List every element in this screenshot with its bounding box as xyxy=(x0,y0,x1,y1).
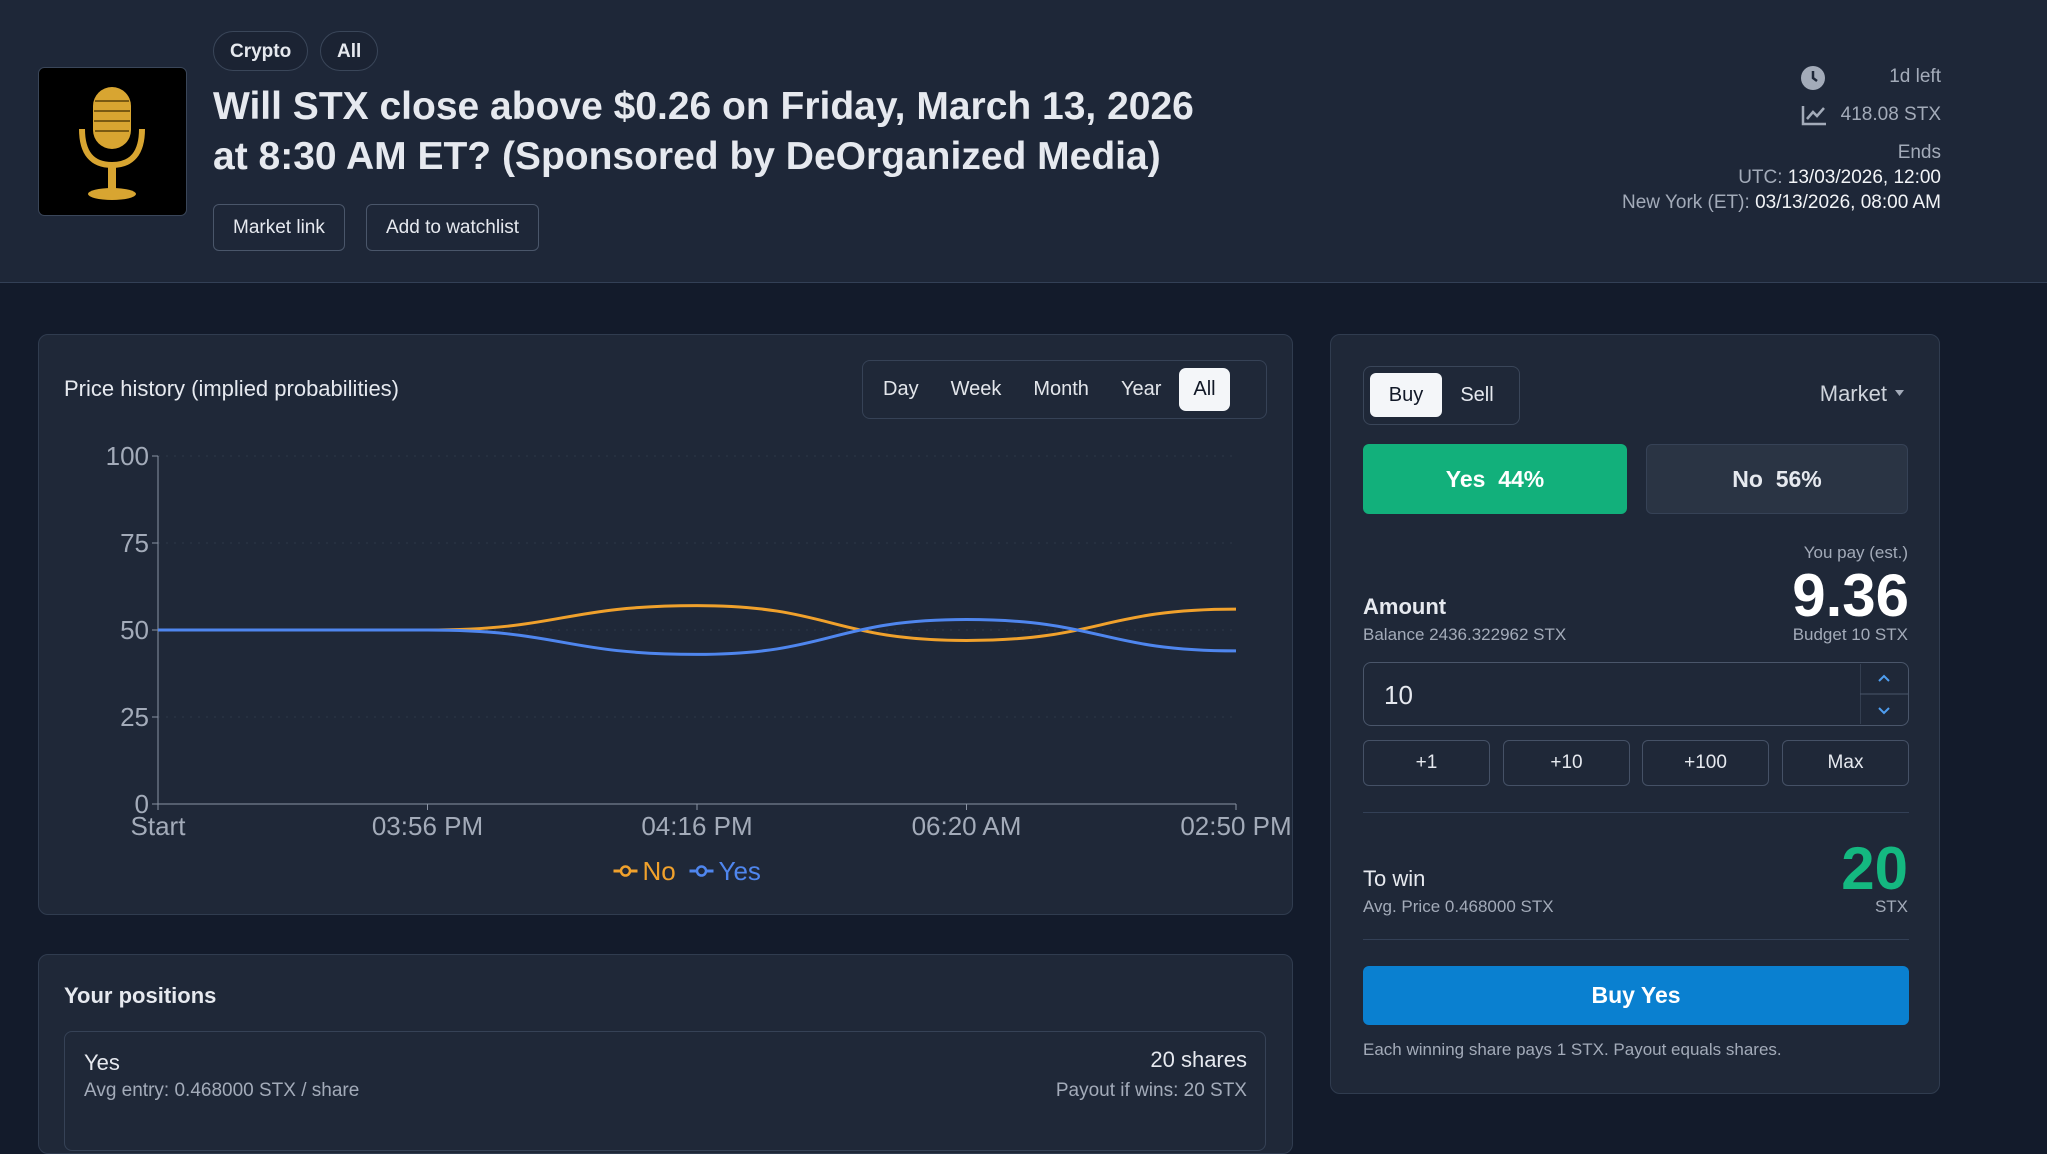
utc-time: UTC: 13/03/2026, 12:00 xyxy=(1738,167,1941,189)
range-button[interactable]: Week xyxy=(950,378,1002,400)
market-link-button[interactable]: Market link xyxy=(213,204,345,251)
buy-tab[interactable]: Buy xyxy=(1370,373,1442,417)
quick-amount-button[interactable]: Max xyxy=(1782,740,1909,786)
y-tick-label: 100 xyxy=(106,441,149,471)
amount-label: Amount xyxy=(1363,594,1447,619)
range-selector: Day Week Month Year All xyxy=(862,360,1267,419)
tag[interactable]: Crypto xyxy=(213,31,309,71)
watchlist-button[interactable]: Add to watchlist xyxy=(366,204,540,251)
chart-card xyxy=(38,334,1293,915)
legend-item[interactable]: Yes xyxy=(689,856,761,886)
legend-marker xyxy=(695,865,708,877)
y-tick-label: 50 xyxy=(120,615,149,645)
quick-amount-button[interactable]: +1 xyxy=(1363,740,1490,786)
divider xyxy=(1363,812,1909,813)
position-payout: Payout if wins: 20 STX xyxy=(1055,1080,1247,1101)
range-button[interactable]: Year xyxy=(1120,378,1162,400)
ends-label: Ends xyxy=(1897,142,1941,163)
position-shares: 20 shares xyxy=(1150,1047,1247,1072)
legend-label: Yes xyxy=(719,856,761,886)
buy-yes-button[interactable]: Buy Yes xyxy=(1363,966,1909,1025)
outcome-price: 56% xyxy=(1775,466,1822,492)
dropdown-arrow xyxy=(1895,390,1904,396)
quick-amount-button[interactable]: +10 xyxy=(1503,740,1630,786)
x-tick-label: 04:16 PM xyxy=(641,811,752,841)
x-tick-label: 02:50 PM xyxy=(1180,811,1291,841)
payout-note: Each winning share pays 1 STX. Payout eq… xyxy=(1363,1040,1782,1059)
amount-value: 10 xyxy=(1384,680,1413,710)
range-button[interactable]: All xyxy=(1179,368,1230,411)
x-tick-label: 03:56 PM xyxy=(372,811,483,841)
range-button[interactable]: Month xyxy=(1033,378,1089,400)
legend-label: No xyxy=(643,856,676,886)
utc-label: UTC: xyxy=(1738,167,1783,188)
ny-label: New York (ET): xyxy=(1622,192,1750,213)
legend-marker xyxy=(619,865,632,877)
you-pay-label: You pay (est.) xyxy=(1803,543,1908,562)
ny-value: 03/13/2026, 08:00 AM xyxy=(1755,192,1941,213)
y-tick-label: 25 xyxy=(120,702,149,732)
tag[interactable]: All xyxy=(320,31,379,71)
to-win-label: To win xyxy=(1363,866,1426,891)
yes-outcome-button[interactable]: Yes 44% xyxy=(1363,444,1627,514)
you-pay: 9.36 xyxy=(1792,562,1909,629)
position-outcome: Yes xyxy=(84,1050,120,1075)
outcome-price: 44% xyxy=(1498,466,1545,492)
y-tick-label: 0 xyxy=(135,789,149,819)
avg-price: Avg. Price 0.468000 STX xyxy=(1363,897,1554,916)
budget: Budget 10 STX xyxy=(1792,625,1908,644)
quick-amount-button[interactable]: +100 xyxy=(1642,740,1769,786)
time-left: 1d left xyxy=(1889,66,1941,87)
series-line xyxy=(158,618,1237,656)
sell-tab[interactable]: Sell xyxy=(1460,384,1494,406)
ny-time: New York (ET): 03/13/2026, 08:00 AM xyxy=(1622,192,1941,214)
outcome-label: No xyxy=(1732,466,1763,492)
positions-title: Your positions xyxy=(64,983,217,1008)
volume: 418.08 STX xyxy=(1840,104,1941,125)
chart-title: Price history (implied probabilities) xyxy=(64,376,400,401)
spin-buttons[interactable] xyxy=(1860,663,1908,725)
series-line xyxy=(158,604,1237,642)
y-tick-label: 75 xyxy=(120,528,149,558)
x-tick-label: Start xyxy=(131,811,187,841)
legend-item[interactable]: No xyxy=(613,856,676,886)
volume-icon xyxy=(1801,106,1826,126)
range-button[interactable]: Day xyxy=(883,378,919,400)
chart: 0 25 50 75 100 Start 03:56 PM 04:16 PM 06:20 AM 0… xyxy=(106,441,1292,886)
position-avg-entry: Avg entry: 0.468000 STX / share xyxy=(84,1080,360,1101)
clock-icon xyxy=(1801,66,1825,90)
no-outcome-button[interactable]: No 56% xyxy=(1646,444,1908,514)
x-tick-label: 06:20 AM xyxy=(912,811,1022,841)
market-icon xyxy=(38,67,187,216)
amount-input[interactable] xyxy=(1363,662,1909,726)
balance: Balance 2436.322962 STX xyxy=(1363,625,1567,644)
divider xyxy=(1363,939,1909,940)
to-win: 20 xyxy=(1841,835,1908,902)
side-toggle xyxy=(1363,366,1520,425)
utc-value: 13/03/2026, 12:00 xyxy=(1787,167,1941,188)
market-title: Will STX close above $0.26 on Friday, Ma… xyxy=(213,85,1194,178)
outcome-label: Yes xyxy=(1445,466,1486,492)
to-win-unit: STX xyxy=(1874,897,1908,916)
order-type[interactable]: Market xyxy=(1819,381,1887,406)
